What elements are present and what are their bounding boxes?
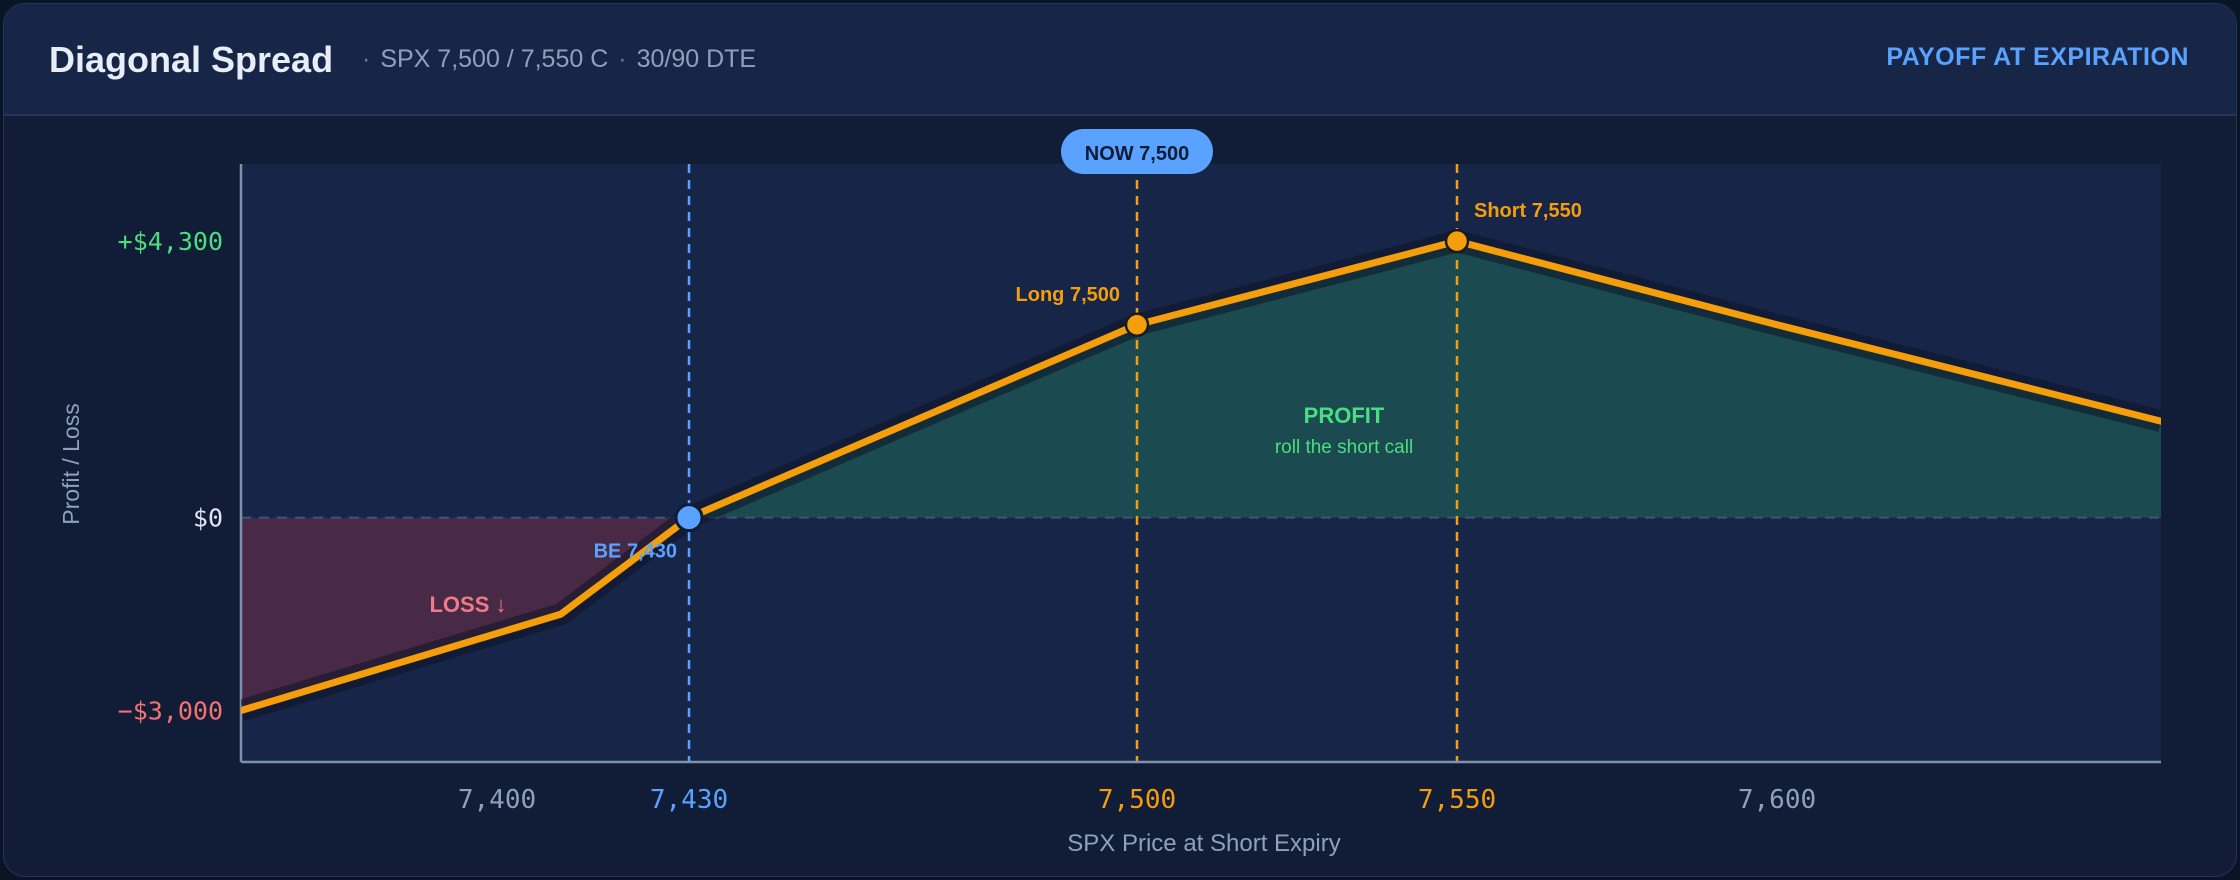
strike-marker bbox=[1444, 228, 1470, 254]
dte-info: 30/90 DTE bbox=[636, 45, 757, 73]
loss-fill bbox=[241, 517, 2161, 711]
payoff-chart: BE 7,430 Long 7,500 Short 7,550 7,400 7,430… bbox=[58, 129, 2161, 857]
x-tick-label: 7,550 bbox=[1418, 785, 1496, 815]
strategy-subtitle: · SPX 7,500 / 7,550 C · 30/90 DTE bbox=[352, 45, 756, 74]
y-tick-label: +$4,300 bbox=[118, 227, 223, 256]
x-tick-label: 7,430 bbox=[650, 785, 728, 815]
breakeven-marker bbox=[674, 503, 704, 533]
profit-zone-note: roll the short call bbox=[1275, 437, 1413, 458]
x-axis-label: SPX Price at Short Expiry bbox=[1067, 830, 1340, 857]
current-price-badge: NOW 7,500 bbox=[1061, 129, 1213, 174]
payoff-mode-label[interactable]: PAYOFF AT EXPIRATION bbox=[1886, 43, 2189, 71]
payoff-card: Diagonal Spread · SPX 7,500 / 7,550 C · 30/… bbox=[3, 3, 2237, 877]
y-tick-label: $0 bbox=[193, 504, 223, 533]
y-tick-label: −$3,000 bbox=[118, 697, 223, 726]
x-tick-label: 7,600 bbox=[1738, 785, 1816, 815]
strike-info: SPX 7,500 / 7,550 C bbox=[380, 45, 609, 73]
strike-marker bbox=[1124, 312, 1150, 338]
separator-dot: · bbox=[618, 45, 627, 73]
x-tick-label: 7,400 bbox=[458, 785, 536, 815]
strike-label: Short 7,550 bbox=[1474, 200, 1582, 222]
strategy-title: Diagonal Spread bbox=[49, 39, 334, 80]
y-axis-label: Profit / Loss bbox=[58, 403, 84, 524]
strike-label: Long 7,500 bbox=[1016, 284, 1120, 306]
current-price-label: NOW 7,500 bbox=[1085, 143, 1189, 165]
x-tick-label: 7,500 bbox=[1098, 785, 1176, 815]
profit-zone-label: PROFIT bbox=[1304, 403, 1385, 428]
separator-dot: · bbox=[362, 45, 371, 73]
card-header: Diagonal Spread · SPX 7,500 / 7,550 C · 30/… bbox=[4, 4, 2236, 116]
profit-fill bbox=[689, 241, 2161, 518]
loss-zone-label: LOSS ↓ bbox=[429, 592, 506, 617]
breakeven-label: BE 7,430 bbox=[594, 541, 677, 563]
